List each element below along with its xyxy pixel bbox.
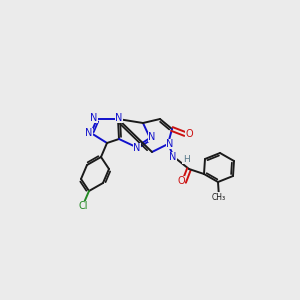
Text: N: N <box>166 139 174 149</box>
Text: Cl: Cl <box>78 201 88 211</box>
Text: CH₃: CH₃ <box>212 193 226 202</box>
Text: H: H <box>183 154 189 164</box>
Text: H: H <box>184 154 190 164</box>
Text: N: N <box>169 152 177 162</box>
Text: N: N <box>90 113 98 123</box>
Text: N: N <box>115 113 123 123</box>
Text: O: O <box>177 176 185 186</box>
Text: O: O <box>185 129 193 139</box>
Text: N: N <box>133 143 141 153</box>
Text: N: N <box>148 132 156 142</box>
Text: N: N <box>85 128 93 138</box>
